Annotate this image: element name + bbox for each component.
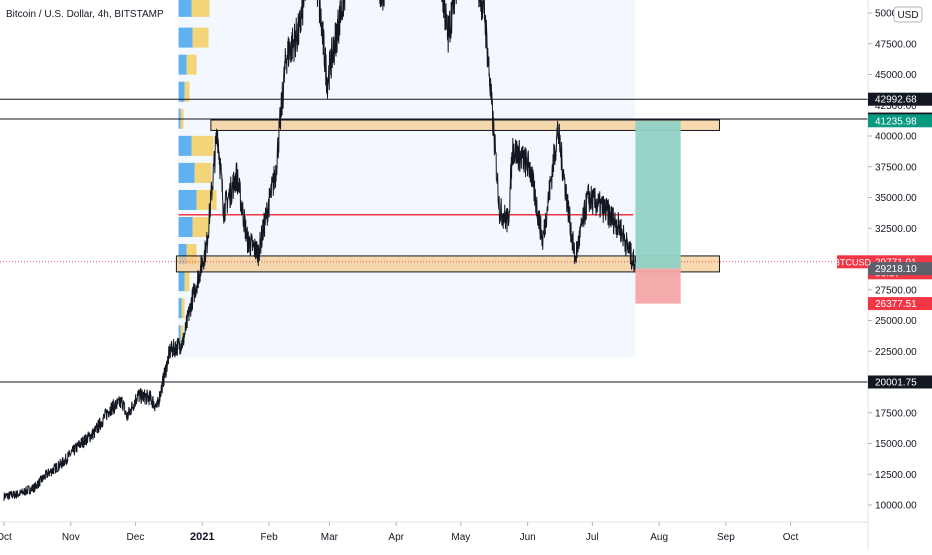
x-tick-label: 2021 (190, 531, 214, 543)
profile-bar-down (184, 271, 190, 292)
profile-bar-up (178, 81, 185, 102)
x-tick-label: Jul (586, 532, 599, 543)
profile-bar-up (178, 325, 181, 346)
x-tick-label: Dec (127, 532, 145, 543)
price-label-box (868, 114, 932, 128)
profile-bar-down (192, 27, 209, 48)
y-tick-label: 25000.00 (875, 316, 917, 327)
y-tick-label: 27500.00 (875, 285, 917, 296)
position-layer (635, 120, 681, 304)
profile-bar-down (192, 217, 209, 238)
series-layer (3, 0, 636, 502)
x-tick-label: Feb (260, 532, 278, 543)
y-tick-label: 35000.00 (875, 193, 917, 204)
y-tick-label: 15000.00 (875, 439, 917, 450)
symbol-tag: BTCUSD (834, 257, 872, 267)
x-tick-label: Oct (783, 532, 799, 543)
profile-bar-down (181, 298, 185, 319)
profile-bar-down (191, 135, 214, 156)
y-tick-label: 45000.00 (875, 70, 917, 81)
symbol-tag-box (837, 255, 868, 269)
price-label-text: 20001.75 (875, 377, 917, 388)
y-tick-label: 10000.00 (875, 501, 917, 512)
profile-bar-down (194, 162, 212, 183)
profile-bar-down (196, 189, 217, 210)
x-tick-label: Sep (717, 532, 735, 543)
profile-bar-down (186, 54, 197, 75)
y-tick-label: 32500.00 (875, 224, 917, 235)
zones-layer (175, 119, 720, 273)
profile-bar-down (191, 0, 210, 17)
profile-bar-up (178, 135, 192, 156)
price-label-box (868, 297, 932, 311)
price-label-text: 41235.98 (875, 116, 917, 127)
profile-bar-up (178, 298, 182, 319)
profile-bar-down (184, 81, 190, 102)
x-tick-label: May (451, 532, 470, 543)
support-resistance-zone (210, 119, 720, 131)
x-tick-label: Oct (0, 532, 12, 543)
price-label-box (868, 92, 932, 106)
x-tick-label: Nov (62, 532, 80, 543)
profile-bar-up (178, 0, 192, 17)
currency-label: USD (897, 10, 918, 21)
price-label-box (868, 262, 932, 276)
x-tick-label: Apr (388, 532, 404, 543)
x-tick-label: Jun (520, 532, 536, 543)
horizontal-lines-layer (0, 98, 868, 383)
profile-bar-up (178, 244, 187, 265)
profile-bar-up (178, 54, 187, 75)
y-tick-label: 17500.00 (875, 408, 917, 419)
support-resistance-zone (175, 255, 720, 273)
currency-label-box (893, 6, 923, 23)
position-profit-zone (635, 120, 681, 269)
y-tick-label: 12500.00 (875, 470, 917, 481)
background-layer (178, 0, 636, 358)
profile-bar-up (178, 217, 193, 238)
price-label-text: 26377.51 (875, 299, 917, 310)
profile-bar-down (180, 325, 184, 346)
price-label-text: 42992.68 (875, 95, 917, 106)
profile-bar-up (178, 27, 193, 48)
x-tick-label: Mar (321, 532, 339, 543)
price-labels-layer: 42992.6841377.5520001.7541235.9829771.91… (834, 92, 932, 389)
y-tick-label: 42500.00 (875, 101, 917, 112)
y-tick-label: 37500.00 (875, 162, 917, 173)
y-tick-label: 22500.00 (875, 347, 917, 358)
profile-bar-up (178, 162, 195, 183)
profile-bar-up (178, 271, 185, 292)
volume-profile (178, 0, 634, 346)
y-tick-label: 40000.00 (875, 132, 917, 143)
y-tick-label: 47500.00 (875, 39, 917, 50)
price-label-text: 29218.10 (875, 264, 917, 275)
chart-title: Bitcoin / U.S. Dollar, 4h, BITSTAMP (6, 9, 164, 20)
price-label-box (868, 375, 932, 389)
position-loss-zone (635, 268, 681, 304)
price-series-line (3, 0, 636, 502)
profile-bar-up (178, 189, 197, 210)
profile-bar-down (186, 244, 197, 265)
x-tick-label: Aug (650, 532, 668, 543)
profile-range-bg (178, 0, 636, 358)
